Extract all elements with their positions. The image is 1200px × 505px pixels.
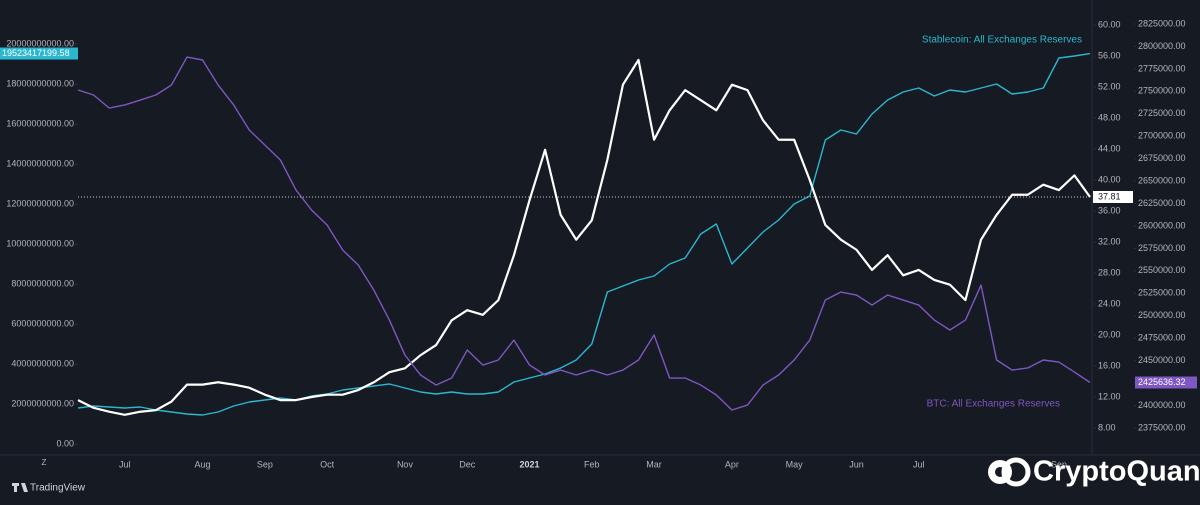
tick-label: 6000000000.00 — [11, 318, 74, 328]
tick-label: 18000000000.00 — [6, 78, 74, 88]
tick-label: 36.00 — [1098, 205, 1121, 215]
last-value-badge — [0, 47, 78, 60]
series-name: Stablecoin: All Exchanges Reserves — [922, 35, 1082, 46]
tick-label: 40.00 — [1098, 174, 1121, 184]
tick-label: 44.00 — [1098, 143, 1121, 153]
x-tick-label: Jun — [849, 459, 864, 469]
series-line — [77, 56, 1091, 411]
tick-label: 2775000.00 — [1138, 63, 1186, 73]
logo-ring — [1001, 457, 1031, 487]
tick-label: 20.00 — [1098, 329, 1121, 339]
series-line — [77, 58, 1091, 416]
tick-label: 2800000.00 — [1138, 41, 1186, 51]
last-value-label: 37.81 — [1098, 191, 1121, 201]
tick-label: 2500000.00 — [1138, 310, 1186, 320]
tick-label: 16000000000.00 — [6, 118, 74, 128]
x-tick-label: Dec — [459, 459, 476, 469]
tick-label: 2700000.00 — [1138, 131, 1186, 141]
tick-label: 16.00 — [1098, 360, 1121, 370]
x-tick-label: Nov — [397, 459, 414, 469]
x-tick-label: Apr — [725, 459, 739, 469]
last-value-label: 2425636.32 — [1138, 377, 1186, 387]
timezone-icon: Z — [42, 458, 47, 467]
x-tick-label: Sep — [1051, 459, 1067, 469]
x-tick-label: Aug — [195, 459, 211, 469]
tick-label: 2450000.00 — [1138, 355, 1186, 365]
tick-label: 24.00 — [1098, 298, 1121, 308]
tick-label: 2550000.00 — [1138, 265, 1186, 275]
tick-label: 28.00 — [1098, 267, 1121, 277]
tick-label: 8000000000.00 — [11, 278, 74, 288]
last-value-label: 19523417199.58 — [2, 48, 70, 58]
tick-label: 20000000000.00 — [6, 38, 74, 48]
tick-label: 0.00 — [56, 438, 74, 448]
tick-label: 2650000.00 — [1138, 175, 1186, 185]
tick-label: 2525000.00 — [1138, 288, 1186, 298]
tick-label: 2825000.00 — [1138, 18, 1186, 28]
tick-label: 2400000.00 — [1138, 400, 1186, 410]
tick-label: 2575000.00 — [1138, 243, 1186, 253]
tick-label: 48.00 — [1098, 112, 1121, 122]
tick-label: 2625000.00 — [1138, 198, 1186, 208]
x-tick-label: Jul — [913, 459, 925, 469]
tick-label: 2675000.00 — [1138, 153, 1186, 163]
tick-label: 10000000000.00 — [6, 238, 74, 248]
tick-label: 2000000000.00 — [11, 398, 74, 408]
series-name: BTC: All Exchanges Reserves — [927, 399, 1060, 410]
tradingview-logo — [12, 483, 28, 492]
last-value-badge — [1135, 376, 1197, 389]
tick-label: 60.00 — [1098, 19, 1121, 29]
tick-label: 2750000.00 — [1138, 86, 1186, 96]
tick-label: 2600000.00 — [1138, 220, 1186, 230]
tick-label: 12000000000.00 — [6, 198, 74, 208]
tick-label: 2475000.00 — [1138, 333, 1186, 343]
x-tick-label: May — [786, 459, 804, 469]
tick-label: 14000000000.00 — [6, 158, 74, 168]
tick-label: 8.00 — [1098, 422, 1116, 432]
x-tick-label: Oct — [320, 459, 335, 469]
cryptoquant-logo — [988, 457, 1031, 487]
x-tick-label: 2021 — [519, 459, 539, 469]
tradingview-text: TradingView — [30, 483, 86, 494]
tick-label: 4000000000.00 — [11, 358, 74, 368]
series-line — [77, 52, 1091, 416]
cryptoquant-text: CryptoQuant — [1033, 456, 1200, 488]
tick-label: 2725000.00 — [1138, 108, 1186, 118]
tick-label: 32.00 — [1098, 236, 1121, 246]
tick-label: 56.00 — [1098, 50, 1121, 60]
x-tick-label: Feb — [584, 459, 600, 469]
x-tick-label: Sep — [257, 459, 273, 469]
tick-label: 12.00 — [1098, 391, 1121, 401]
x-tick-label: Mar — [646, 459, 662, 469]
x-tick-label: Jul — [119, 459, 131, 469]
tick-label: 52.00 — [1098, 81, 1121, 91]
last-value-badge — [1093, 190, 1133, 203]
tick-label: 2375000.00 — [1138, 422, 1186, 432]
